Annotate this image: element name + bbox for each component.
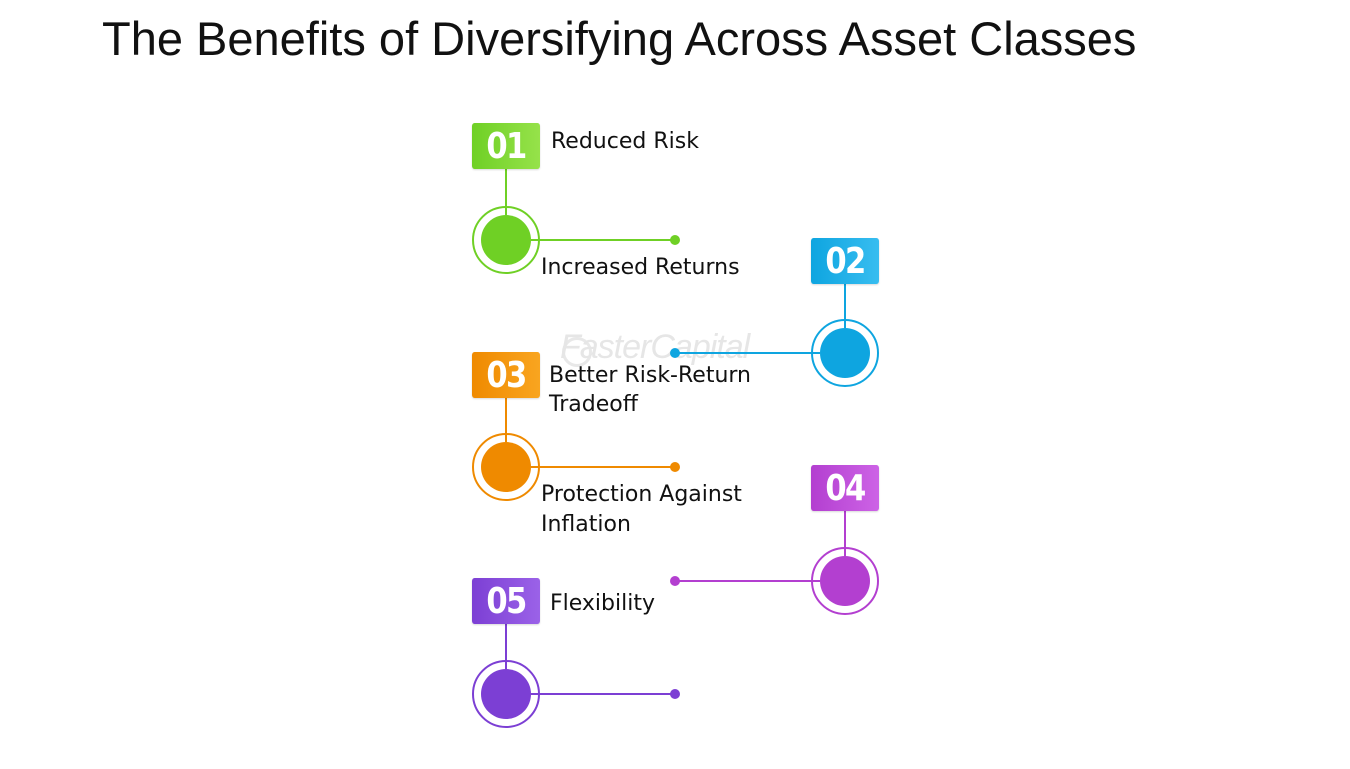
node-01: [481, 215, 531, 265]
badge-02: 02: [811, 238, 879, 284]
connector-03: [472, 398, 680, 501]
label-protection-line1: Protection Against: [541, 482, 742, 507]
badge-05: 05: [472, 578, 540, 624]
node-05: [481, 669, 531, 719]
dot-04: [670, 576, 680, 586]
node-04: [820, 556, 870, 606]
label-reduced-risk: Reduced Risk: [551, 129, 699, 154]
connector-02: [670, 284, 879, 387]
badge-03: 03: [472, 352, 540, 398]
badge-04: 04: [811, 465, 879, 511]
connector-05: [472, 624, 680, 728]
label-increased-returns: Increased Returns: [541, 255, 740, 280]
diagram-title: The Benefits of Diversifying Across Asse…: [102, 12, 1137, 65]
label-better-risk-return-line1: Better Risk-Return: [549, 363, 751, 388]
connector-01: [472, 169, 680, 274]
node-02: [820, 328, 870, 378]
dot-01: [670, 235, 680, 245]
dot-05: [670, 689, 680, 699]
dot-03: [670, 462, 680, 472]
connector-04: [670, 511, 879, 615]
watermark-logo-icon: [562, 337, 592, 367]
badge-01: 01: [472, 123, 540, 169]
dot-02: [670, 348, 680, 358]
label-protection-line2: Inflation: [541, 512, 631, 537]
label-better-risk-return-line2: Tradeoff: [549, 392, 638, 417]
watermark: FasterCapital: [560, 328, 750, 366]
node-03: [481, 442, 531, 492]
label-flexibility: Flexibility: [550, 591, 655, 616]
